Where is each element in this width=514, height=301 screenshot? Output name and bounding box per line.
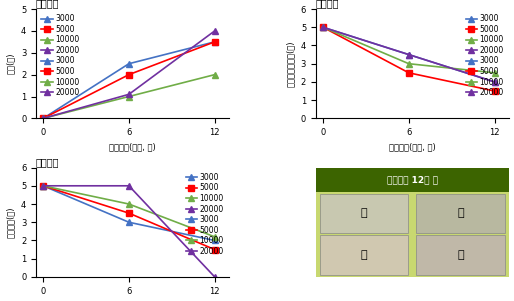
10000 (40, 116, 46, 120)
Text: 균상재배: 균상재배 (36, 157, 60, 167)
20000 (126, 92, 132, 96)
FancyBboxPatch shape (316, 168, 509, 192)
FancyBboxPatch shape (316, 168, 509, 277)
Text: 🍄: 🍄 (361, 250, 368, 260)
X-axis label: 저장기간(상온, 일): 저장기간(상온, 일) (109, 143, 156, 152)
Y-axis label: 풍성신도(점): 풍성신도(점) (6, 206, 15, 238)
Line: 3000: 3000 (320, 24, 498, 85)
3000 (212, 40, 218, 44)
Line: 20000: 20000 (41, 28, 217, 121)
10000 (212, 73, 218, 76)
20000 (406, 53, 412, 56)
Y-axis label: 대별색저촉리감(점): 대별색저촉리감(점) (286, 40, 295, 87)
Text: 🍄: 🍄 (457, 209, 464, 219)
3000 (320, 26, 326, 29)
Line: 10000: 10000 (41, 183, 217, 240)
Line: 20000: 20000 (41, 183, 217, 280)
Line: 5000: 5000 (320, 24, 498, 94)
5000 (491, 89, 498, 93)
3000 (40, 184, 46, 188)
10000 (126, 95, 132, 98)
3000 (491, 80, 498, 84)
10000 (126, 202, 132, 206)
X-axis label: 저장기간(상온, 일): 저장기간(상온, 일) (389, 143, 436, 152)
FancyBboxPatch shape (416, 194, 505, 233)
Line: 20000: 20000 (320, 24, 498, 85)
5000 (212, 248, 218, 251)
Legend: 3000, 5000, 10000, 20000, 3000, 5000, 10000, 20000: 3000, 5000, 10000, 20000, 3000, 5000, 10… (184, 171, 225, 257)
Legend: 3000, 5000, 10000, 20000, 3000, 5000, 10000, 20000: 3000, 5000, 10000, 20000, 3000, 5000, 10… (464, 13, 505, 99)
Legend: 3000, 5000, 10000, 20000, 3000, 5000, 10000, 20000: 3000, 5000, 10000, 20000, 3000, 5000, 10… (40, 13, 81, 99)
3000 (126, 62, 132, 66)
5000 (126, 211, 132, 215)
5000 (40, 116, 46, 120)
3000 (40, 116, 46, 120)
5000 (406, 71, 412, 75)
5000 (212, 40, 218, 44)
3000 (212, 239, 218, 242)
Text: 균상재배: 균상재배 (36, 0, 60, 8)
20000 (212, 29, 218, 33)
FancyBboxPatch shape (416, 235, 505, 275)
Line: 5000: 5000 (41, 39, 217, 121)
20000 (212, 275, 218, 279)
20000 (320, 26, 326, 29)
10000 (40, 184, 46, 188)
10000 (491, 71, 498, 75)
Line: 10000: 10000 (320, 24, 498, 76)
3000 (406, 53, 412, 56)
5000 (320, 26, 326, 29)
FancyBboxPatch shape (320, 235, 409, 275)
5000 (126, 73, 132, 76)
Text: 상온저장 12일 후: 상온저장 12일 후 (387, 175, 438, 184)
20000 (40, 116, 46, 120)
Text: 🍄: 🍄 (361, 209, 368, 219)
Text: 균상재배: 균상재배 (316, 0, 339, 8)
FancyBboxPatch shape (320, 194, 409, 233)
10000 (212, 235, 218, 239)
Y-axis label: 이취(점): 이취(점) (6, 53, 15, 74)
20000 (40, 184, 46, 188)
20000 (491, 80, 498, 84)
20000 (126, 184, 132, 188)
10000 (320, 26, 326, 29)
Line: 3000: 3000 (41, 39, 217, 121)
Text: 🍄: 🍄 (457, 250, 464, 260)
5000 (40, 184, 46, 188)
3000 (126, 220, 132, 224)
10000 (406, 62, 412, 66)
Line: 3000: 3000 (41, 183, 217, 243)
Line: 5000: 5000 (41, 183, 217, 252)
Line: 10000: 10000 (41, 72, 217, 121)
